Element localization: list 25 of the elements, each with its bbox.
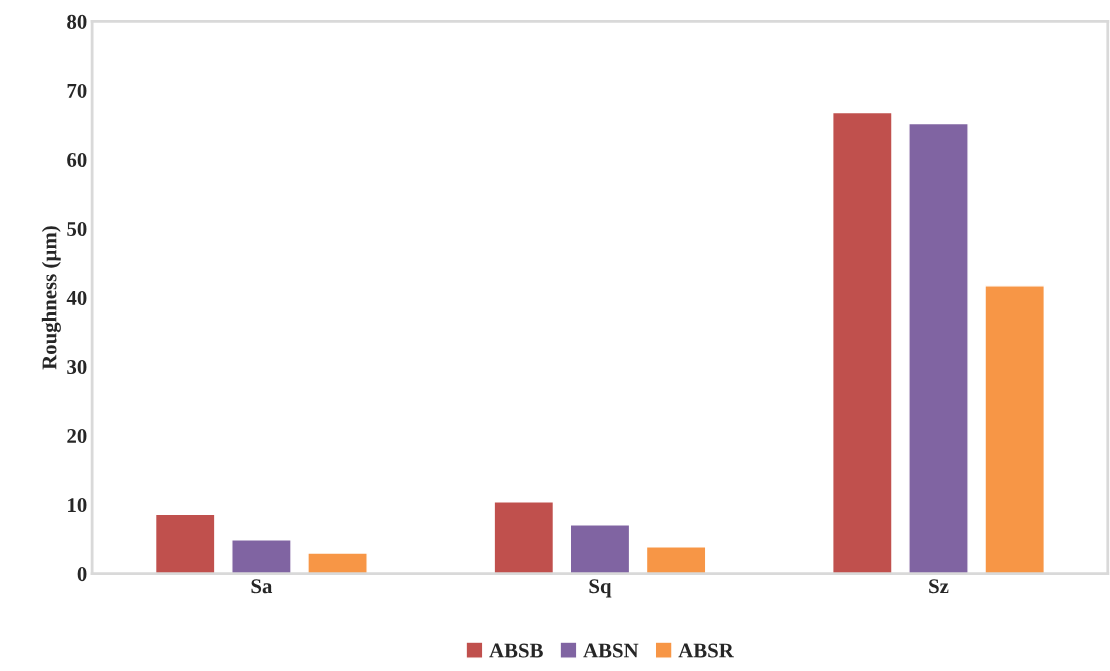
bar [154,513,216,574]
y-tick-label: 70 [67,83,87,98]
y-tick-label: 20 [67,429,87,444]
bar [645,546,707,574]
bar [908,122,969,574]
y-tick-label: 40 [66,290,87,306]
y-tick-label: 0 [77,567,87,582]
x-tick-label: Sq [589,579,612,598]
y-tick-label: 10 [68,498,87,513]
bar [984,285,1045,574]
y-tick-label: 60 [67,152,87,167]
legend-label: ABSR [678,643,734,658]
y-axis-title: Roughness (µm) [41,226,61,370]
y-tick-label: 30 [67,359,87,375]
y-tick-label: 80 [67,14,87,29]
x-tick-label: Sa [251,579,273,594]
bar [231,539,292,574]
legend-label: ABSB [489,643,543,658]
bar [832,111,893,574]
bar [569,523,631,574]
y-tick-label: 50 [67,221,87,236]
bar [307,552,368,574]
bar [493,501,555,574]
x-tick-label: Sz [929,579,949,594]
legend-label: ABSN [583,643,639,658]
